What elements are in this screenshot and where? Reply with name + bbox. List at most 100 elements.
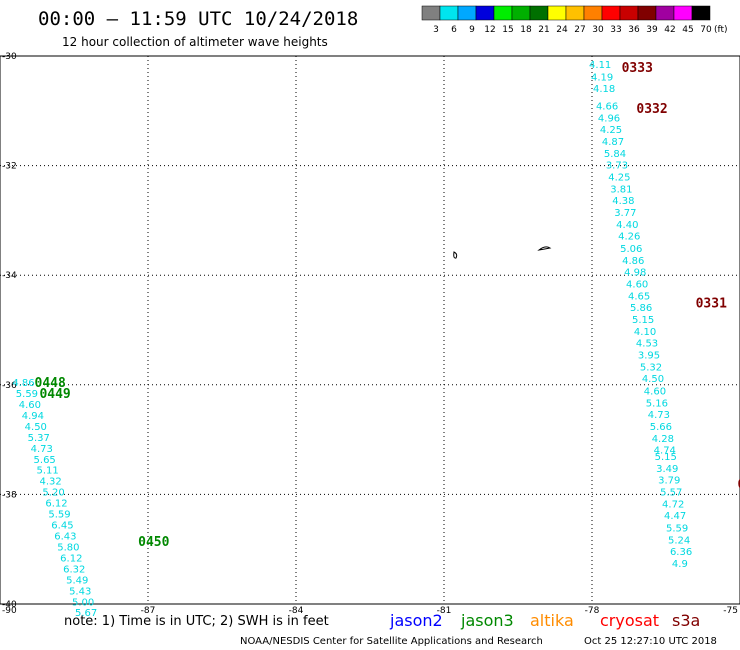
plot-frame [0,55,740,605]
colorbar-swatch [691,5,711,21]
swh-value-label: 5.11 [37,466,59,477]
swh-value-label: 4.47 [664,511,686,522]
swh-value-label: 5.00 [72,597,94,608]
island-outline [537,246,552,251]
map-subtitle: 12 hour collection of altimeter wave hei… [62,35,328,49]
colorbar-swatch [601,5,621,21]
x-tick-label: -81 [437,606,452,616]
legend-altika: altika [530,611,574,630]
swh-value-label: 4.98 [624,267,646,278]
colorbar-legend: 3 6 9 12 15 18 21 24 27 30 33 36 39 42 45 70 (ft) [421,5,728,35]
swh-value-label: 5.20 [42,488,64,499]
colorbar-tick-label: 39 [646,25,658,35]
swh-value-label: 4.28 [652,434,674,445]
colorbar-swatch [529,5,549,21]
colorbar-tick-label: 3 [433,25,439,35]
plot-area: -90 -87 -84 -81 -78 -75 -30 -32 -34 -36 -38 -40 4.1… [0,52,740,619]
colorbar-tick-label: 9 [469,25,475,35]
colorbar-tick-label: 6 [451,25,457,35]
colorbar-swatch [619,5,639,21]
colorbar-swatch [565,5,585,21]
swh-value-label: 4.74 [654,445,676,456]
x-tick-label: -87 [141,606,156,616]
colorbar-swatch [493,5,513,21]
swh-value-label: 5.65 [34,455,56,466]
y-tick-label: -30 [2,52,17,62]
swh-value-label: 5.43 [69,586,91,597]
swh-value-label: 5.06 [620,244,642,255]
island-outline [453,251,458,259]
swh-value-label: 4.9 [672,559,688,570]
colorbar-unit: (ft) [714,25,728,35]
swh-value-label: 4.50 [25,422,47,433]
swh-value-label: 6.45 [51,521,73,532]
swh-value-label: 4.50 [642,374,664,385]
swh-value-label: 4.86 [12,378,34,389]
swh-value-label: 6.36 [670,547,692,558]
colorbar-swatch [421,5,441,21]
satellite-legend: jason2 jason3 altika cryosat s3a [389,611,700,630]
swh-value-label: 4.60 [19,400,41,411]
colorbar-tick-label: 27 [574,25,585,35]
swh-value-label: 4.11 [589,60,611,71]
y-tick-label: -36 [2,381,17,391]
swh-value-label: 4.18 [593,84,615,95]
colorbar-swatch [655,5,675,21]
swh-value-label: 3.73 [606,161,628,172]
swh-value-label: 4.66 [596,101,618,112]
pass-time-label: 0331 [696,297,727,312]
credit-text: NOAA/NESDIS Center for Satellite Applica… [240,636,543,647]
footnote: note: 1) Time is in UTC; 2) SWH is in fe… [64,614,329,629]
colorbar-tick-label: 15 [502,25,513,35]
swh-value-label: 5.37 [28,433,50,444]
colorbar-tick-label: 36 [628,25,640,35]
swh-value-label: 4.87 [602,137,624,148]
swh-value-label: 6.43 [54,532,76,543]
swh-value-label: 4.96 [598,113,620,124]
swh-value-label: 6.32 [63,564,85,575]
pass-time-label: 0450 [138,535,169,550]
colorbar-tick-label: 42 [664,25,675,35]
swh-value-label: 5.66 [650,422,672,433]
swh-value-label: 4.65 [628,291,650,302]
swh-value-label: 4.32 [39,477,61,488]
swh-value-label: 5.80 [57,542,79,553]
colorbar-tick-label: 30 [592,25,604,35]
y-tick-label: -40 [2,600,17,610]
pass-time-label: 0449 [39,387,70,402]
colorbar-swatch [457,5,477,21]
swh-value-label: 5.16 [646,398,668,409]
colorbar-tick-label: 18 [520,25,532,35]
axis-ticks: -90 -87 -84 -81 -78 -75 -30 -32 -34 -36 -38 -40 [2,52,738,616]
map-title: 00:00 – 11:59 UTC 10/24/2018 [38,8,358,30]
swh-value-label: 5.24 [668,535,690,546]
pass-time-label: 0333 [622,61,653,76]
legend-jason3: jason3 [460,611,514,630]
colorbar-tick-label: 70 [700,25,712,35]
swh-value-label: 4.19 [591,72,613,83]
legend-s3a: s3a [672,611,700,630]
swh-value-label: 4.60 [644,386,666,397]
swh-value-label: 4.73 [31,444,53,455]
swh-value-label: 4.38 [612,196,634,207]
swh-value-label: 4.94 [22,411,44,422]
swh-value-label: 4.60 [626,279,648,290]
swh-value-label: 5.59 [666,523,688,534]
legend-jason2: jason2 [389,611,443,630]
swh-value-label: 5.59 [16,389,38,400]
swh-value-label: 5.59 [48,510,70,521]
colorbar-tick-label: 12 [484,25,495,35]
swh-value-label: 4.10 [634,327,656,338]
colorbar-tick-label: 21 [538,25,549,35]
colorbar-tick-label: 24 [556,25,568,35]
swh-value-label: 5.86 [630,303,652,314]
swh-value-label: 4.73 [648,410,670,421]
swh-value-label: 3.49 [656,464,678,475]
colorbar-swatch [475,5,495,21]
swh-value-label: 5.15 [655,452,677,463]
y-tick-label: -38 [2,490,17,500]
colorbar-swatch [637,5,657,21]
swh-value-label: 3.95 [638,351,660,362]
x-tick-label: -75 [723,606,738,616]
